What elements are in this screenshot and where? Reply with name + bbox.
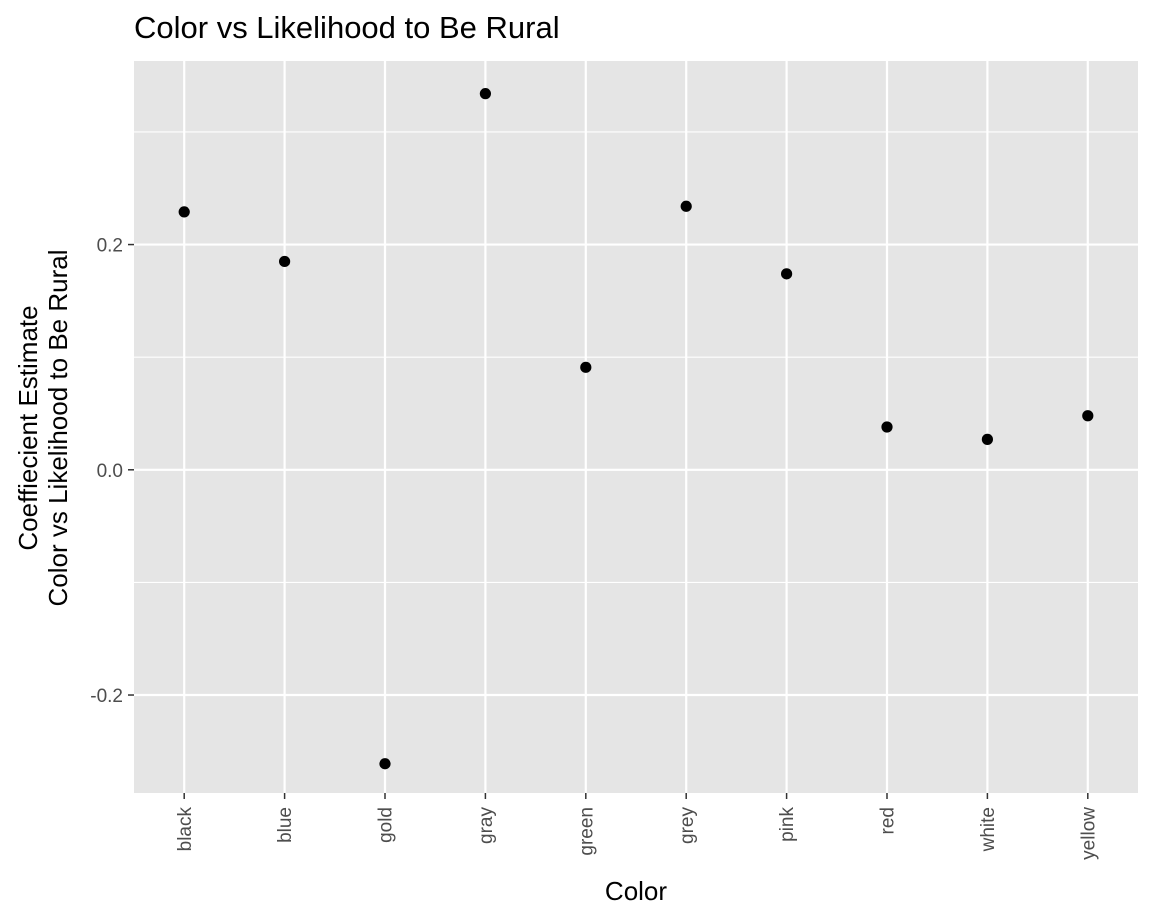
x-tick-label: blue bbox=[275, 807, 296, 843]
x-axis: black blue gold gray green grey pink red white ye… bbox=[175, 793, 1099, 860]
y-tick-label: 0.2 bbox=[97, 236, 123, 257]
x-tick-label: gold bbox=[376, 807, 397, 843]
chart-title: Color vs Likelihood to Be Rural bbox=[134, 10, 560, 45]
data-point-red bbox=[881, 421, 893, 433]
data-point-white bbox=[981, 433, 994, 445]
data-points bbox=[178, 88, 1094, 770]
y-axis: -0.2 0.0 0.2 bbox=[90, 236, 134, 707]
x-tick-label: green bbox=[576, 807, 597, 856]
x-tick-label: yellow bbox=[1078, 807, 1099, 860]
data-point-blue bbox=[279, 255, 291, 268]
x-tick-label: black bbox=[175, 807, 196, 852]
y-axis-title-line2: Color vs Likelihood to Be Rural bbox=[43, 250, 73, 607]
x-tick-label: gray bbox=[476, 807, 497, 844]
plot-panel bbox=[134, 61, 1138, 793]
x-tick-label: white bbox=[978, 807, 999, 852]
data-point-gray bbox=[479, 88, 491, 100]
y-axis-title-line1: Coeffiecient Estimate bbox=[13, 305, 43, 550]
x-axis-title: Color bbox=[605, 876, 667, 906]
x-tick-label: pink bbox=[777, 807, 798, 842]
x-tick-label: red bbox=[878, 807, 899, 834]
y-tick-label: -0.2 bbox=[90, 686, 123, 707]
data-point-grey bbox=[680, 200, 692, 212]
data-point-yellow bbox=[1082, 410, 1094, 422]
minor-gridlines bbox=[134, 131, 1138, 583]
x-tick-label: grey bbox=[677, 807, 698, 844]
data-point-green bbox=[580, 361, 592, 373]
y-tick-label: 0.0 bbox=[97, 461, 123, 482]
data-point-black bbox=[178, 206, 190, 218]
data-point-pink bbox=[781, 268, 793, 280]
data-point-gold bbox=[379, 758, 391, 770]
